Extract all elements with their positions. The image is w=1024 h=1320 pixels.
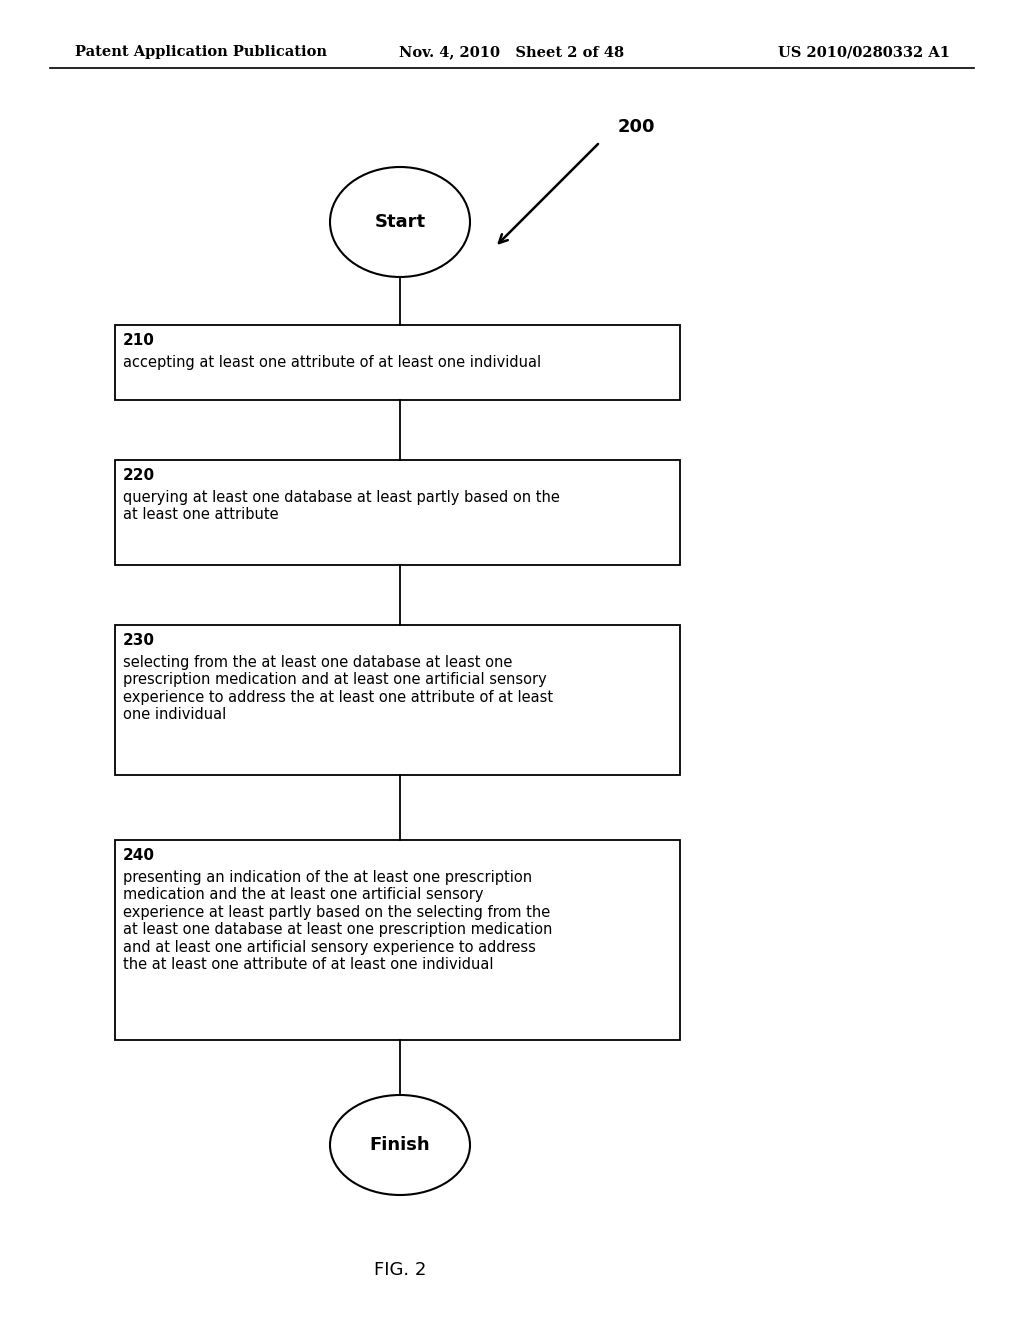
- Text: FIG. 2: FIG. 2: [374, 1261, 426, 1279]
- Bar: [115, 840, 680, 1040]
- Text: Finish: Finish: [370, 1137, 430, 1154]
- Text: accepting at least one attribute of at least one individual: accepting at least one attribute of at l…: [123, 355, 541, 370]
- Text: 230: 230: [123, 634, 155, 648]
- Text: 200: 200: [618, 117, 655, 136]
- Text: US 2010/0280332 A1: US 2010/0280332 A1: [778, 45, 950, 59]
- Text: Patent Application Publication: Patent Application Publication: [75, 45, 327, 59]
- Text: 210: 210: [123, 333, 155, 348]
- Text: Nov. 4, 2010   Sheet 2 of 48: Nov. 4, 2010 Sheet 2 of 48: [399, 45, 625, 59]
- Bar: [115, 325, 680, 400]
- Text: Start: Start: [375, 213, 426, 231]
- Text: 240: 240: [123, 847, 155, 863]
- Text: presenting an indication of the at least one prescription
medication and the at : presenting an indication of the at least…: [123, 870, 552, 972]
- Bar: [115, 624, 680, 775]
- Text: querying at least one database at least partly based on the
at least one attribu: querying at least one database at least …: [123, 490, 560, 523]
- Text: 220: 220: [123, 469, 155, 483]
- Bar: [115, 459, 680, 565]
- Text: selecting from the at least one database at least one
prescription medication an: selecting from the at least one database…: [123, 655, 553, 722]
